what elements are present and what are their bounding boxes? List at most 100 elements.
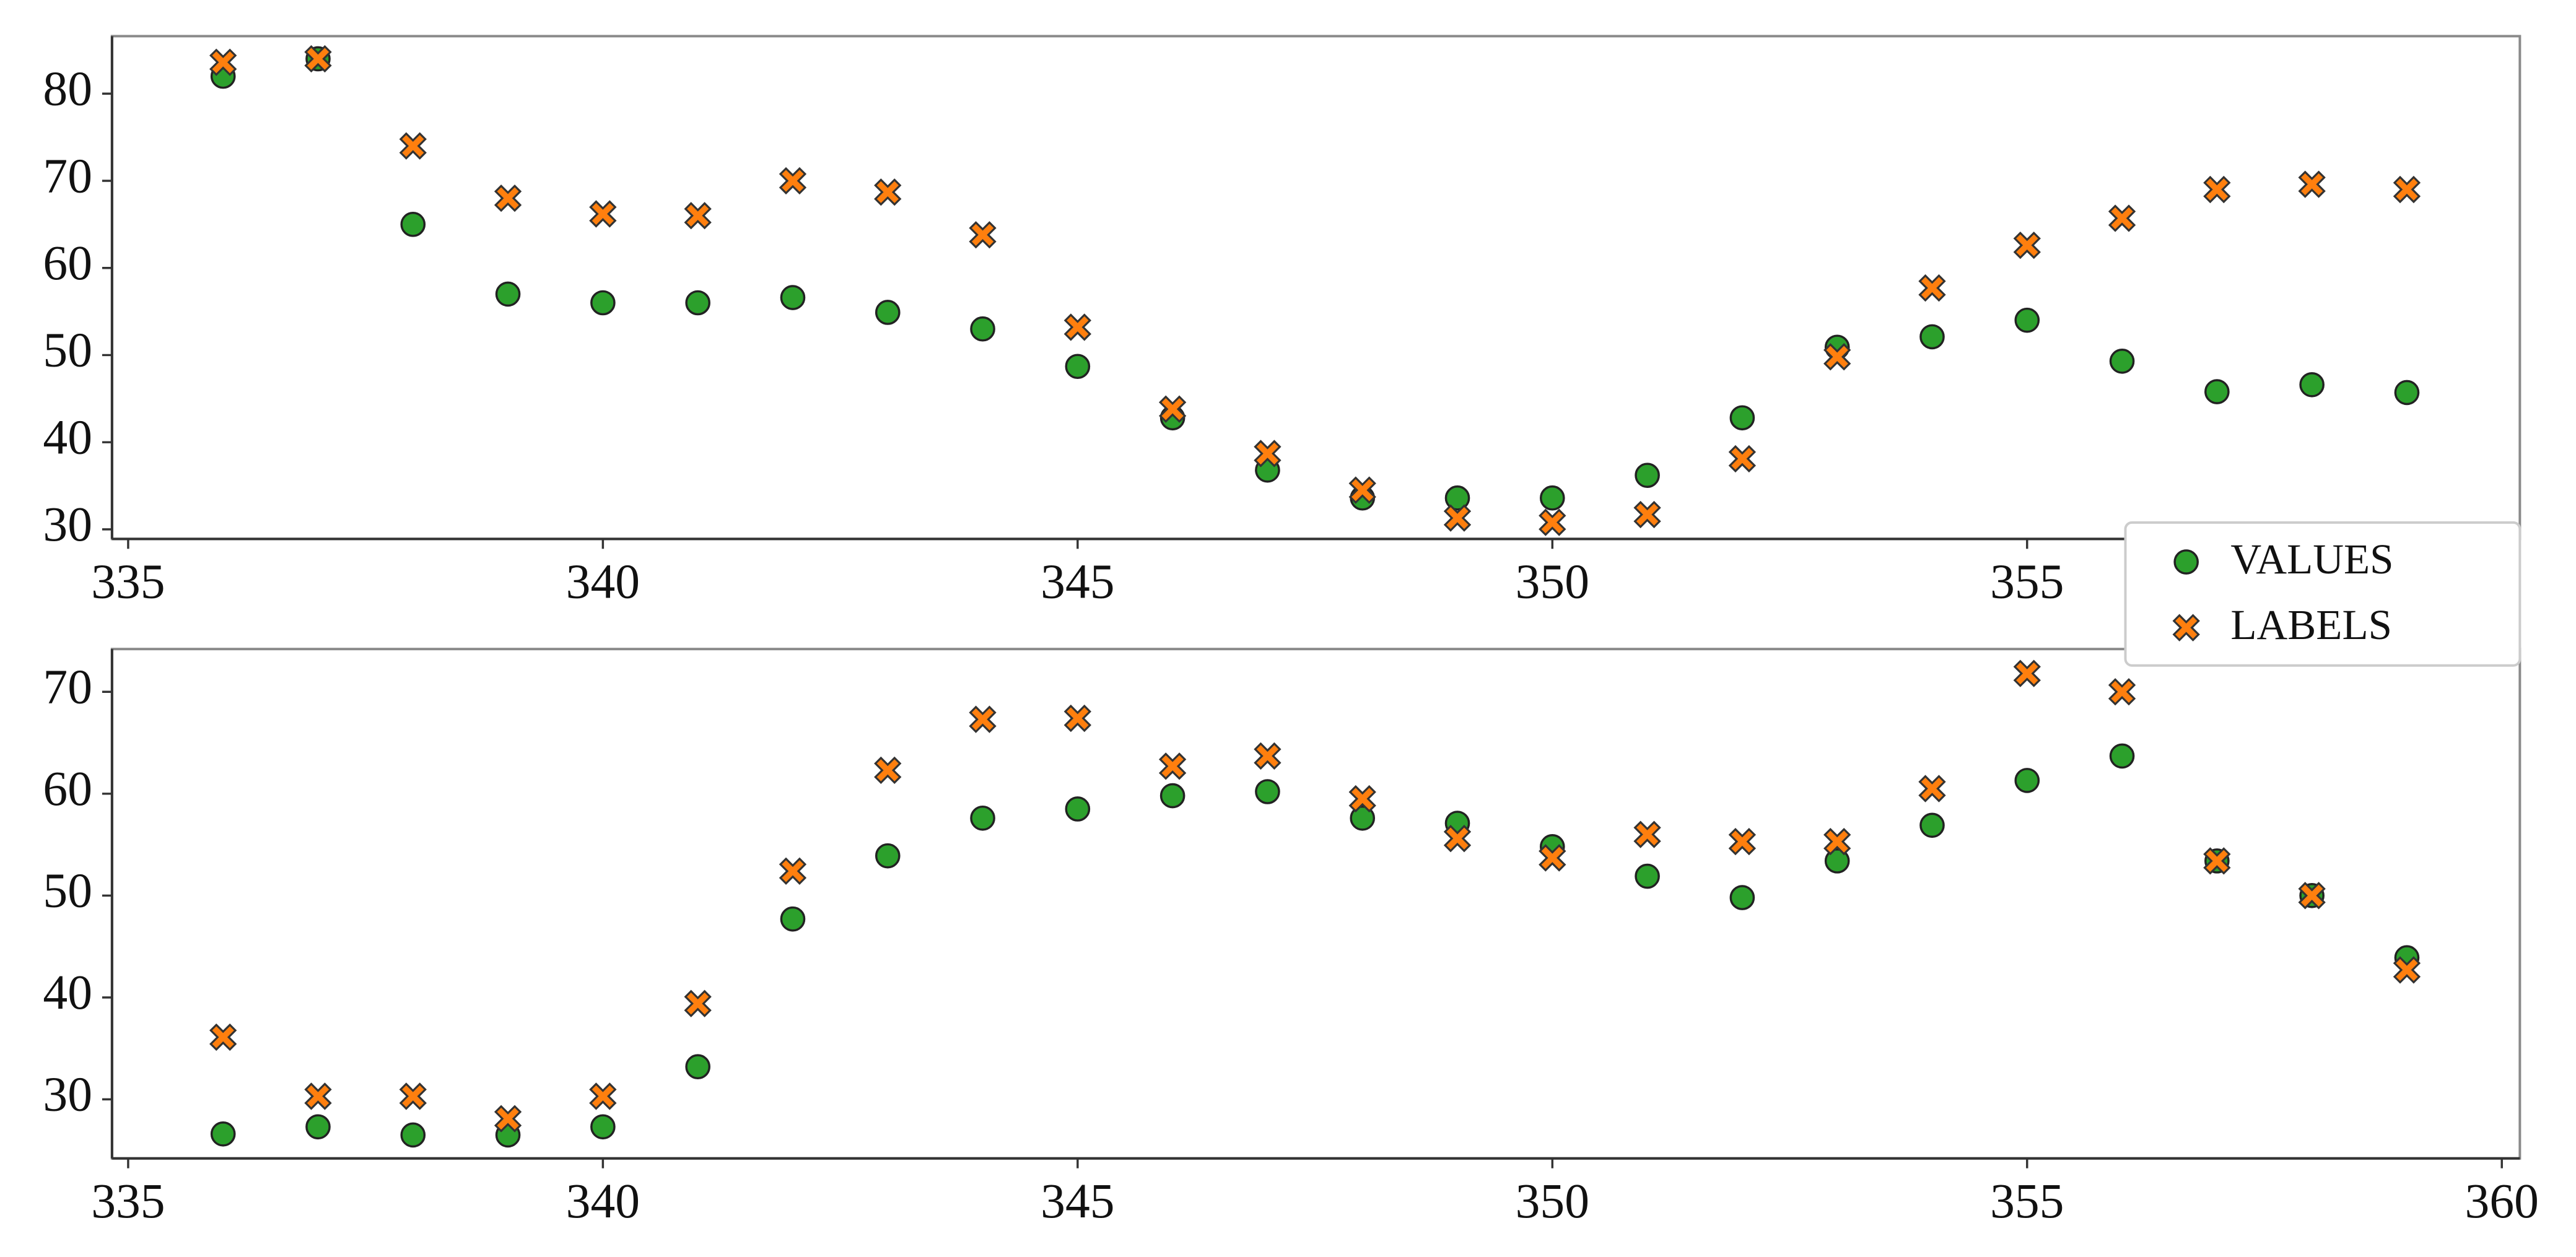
circle-marker bbox=[1065, 796, 1091, 822]
circle-marker bbox=[1824, 848, 1850, 874]
x-marker bbox=[2298, 882, 2326, 910]
x-marker bbox=[1443, 825, 1472, 853]
x-marker bbox=[1063, 704, 1091, 733]
y-tick-label: 40 bbox=[43, 965, 92, 1020]
x-marker bbox=[1348, 785, 1376, 813]
circle-marker bbox=[590, 290, 616, 316]
circle-marker bbox=[400, 212, 426, 237]
x-marker bbox=[2393, 956, 2421, 984]
circle-marker bbox=[2299, 372, 2325, 398]
y-tick-label: 70 bbox=[43, 149, 92, 203]
x-marker bbox=[209, 48, 237, 76]
y-tick-label: 50 bbox=[43, 864, 92, 918]
circle-marker bbox=[1919, 324, 1945, 350]
y-tick-label: 30 bbox=[43, 497, 92, 552]
x-marker bbox=[969, 705, 997, 733]
x-tick-label: 355 bbox=[1990, 555, 2064, 609]
x-tick-label: 335 bbox=[91, 1174, 165, 1229]
x-marker bbox=[589, 1082, 617, 1110]
x-marker bbox=[684, 990, 712, 1017]
legend-label: LABELS bbox=[2230, 601, 2392, 648]
x-marker bbox=[1539, 508, 1566, 536]
x-marker bbox=[494, 184, 522, 212]
x-marker bbox=[1158, 395, 1187, 423]
x-marker bbox=[2203, 175, 2231, 204]
x-marker bbox=[684, 202, 712, 230]
circle-marker bbox=[1159, 783, 1185, 809]
circle-marker bbox=[1255, 779, 1280, 804]
circle-marker bbox=[685, 1054, 710, 1080]
circle-marker bbox=[1635, 863, 1660, 889]
circle-marker bbox=[305, 1114, 331, 1140]
x-marker bbox=[2393, 175, 2421, 204]
x-marker bbox=[1254, 742, 1281, 770]
x-marker bbox=[874, 178, 902, 206]
x-marker bbox=[209, 1023, 237, 1051]
circle-marker bbox=[1919, 812, 1945, 838]
y-tick-label: 60 bbox=[43, 236, 92, 290]
circle-marker bbox=[400, 1122, 426, 1148]
legend-box bbox=[2124, 521, 2521, 667]
circle-marker bbox=[2109, 743, 2135, 769]
x-marker bbox=[589, 200, 617, 228]
x-marker bbox=[969, 221, 997, 249]
x-marker bbox=[2013, 231, 2041, 259]
y-tick-label: 40 bbox=[43, 410, 92, 464]
y-tick-label: 70 bbox=[43, 660, 92, 715]
x-marker bbox=[2108, 678, 2136, 706]
x-marker bbox=[1539, 844, 1566, 872]
x-marker bbox=[494, 1105, 522, 1133]
x-marker bbox=[2172, 614, 2200, 642]
x-tick-label: 340 bbox=[566, 1174, 640, 1229]
circle-marker bbox=[1729, 885, 1755, 910]
circle-marker bbox=[1729, 405, 1755, 431]
x-marker bbox=[1633, 500, 1661, 529]
circle-marker bbox=[590, 1114, 616, 1140]
y-tick-label: 50 bbox=[43, 323, 92, 378]
circle-marker bbox=[2014, 307, 2040, 333]
x-marker bbox=[1728, 827, 1757, 856]
circle-marker bbox=[780, 906, 806, 932]
circle-marker bbox=[685, 290, 710, 316]
x-tick-label: 350 bbox=[1516, 1174, 1589, 1229]
x-marker bbox=[1063, 313, 1091, 341]
x-marker bbox=[304, 45, 332, 73]
x-marker bbox=[779, 167, 807, 195]
plot-frame bbox=[110, 35, 2521, 541]
x-tick-label: 335 bbox=[91, 555, 165, 609]
x-marker bbox=[1918, 775, 1946, 802]
x-marker bbox=[1823, 343, 1851, 371]
x-marker bbox=[1918, 274, 1946, 302]
circle-marker bbox=[495, 281, 521, 307]
circle-marker bbox=[1540, 485, 1565, 511]
x-tick-label: 355 bbox=[1990, 1174, 2064, 1229]
circle-marker bbox=[2173, 549, 2199, 575]
y-tick-label: 30 bbox=[43, 1068, 92, 1122]
x-tick-label: 350 bbox=[1516, 555, 1589, 609]
x-marker bbox=[1158, 752, 1187, 780]
plot-frame bbox=[110, 648, 2521, 1160]
circle-marker bbox=[1444, 485, 1470, 511]
x-marker bbox=[2013, 659, 2041, 687]
x-marker bbox=[1443, 504, 1472, 532]
x-marker bbox=[779, 857, 807, 885]
circle-marker bbox=[2014, 768, 2040, 793]
circle-marker bbox=[1065, 354, 1091, 380]
x-marker bbox=[1254, 440, 1281, 468]
circle-marker bbox=[2109, 348, 2135, 374]
x-marker bbox=[2298, 170, 2326, 198]
circle-marker bbox=[2204, 379, 2230, 404]
circle-marker bbox=[210, 1121, 236, 1147]
x-marker bbox=[1633, 820, 1661, 848]
x-tick-label: 345 bbox=[1041, 555, 1114, 609]
y-tick-label: 80 bbox=[43, 62, 92, 116]
circle-marker bbox=[1350, 805, 1376, 831]
circle-marker bbox=[875, 843, 901, 869]
x-tick-label: 360 bbox=[2465, 1174, 2539, 1229]
legend: VALUES LABELS bbox=[2124, 521, 2521, 667]
x-tick-label: 340 bbox=[566, 555, 640, 609]
x-marker bbox=[399, 132, 427, 160]
x-marker bbox=[1823, 827, 1851, 856]
